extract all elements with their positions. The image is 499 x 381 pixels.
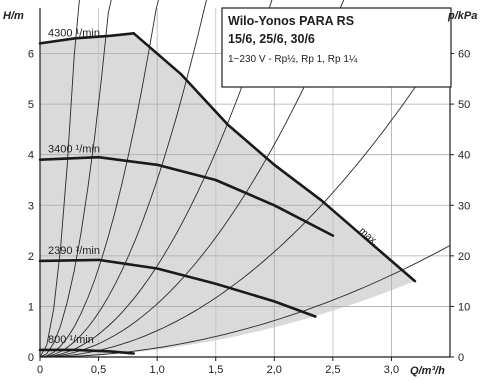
x-tick-label: 1,0: [149, 364, 164, 376]
y-tick-label: 1: [28, 301, 34, 313]
system-curve-line: [39, 0, 273, 358]
pump-curves: [38, 31, 417, 355]
series-line: [38, 348, 135, 355]
x-tick-label: 1,5: [208, 364, 223, 376]
title-box: Wilo-Yonos PARA RS 15/6, 25/6, 30/6 1~23…: [221, 7, 452, 88]
y-tick-label: 6: [28, 49, 34, 61]
y2-tick-label: 50: [458, 99, 470, 111]
x-tick-label: 0: [37, 364, 43, 376]
series-line: [132, 31, 417, 283]
system-curve-line: [39, 0, 112, 358]
x-tick-label: 0,5: [91, 364, 106, 376]
y-tick-label: 0: [28, 352, 34, 364]
system-curve-line: [39, 0, 345, 358]
speed-curve-label: 3400 ¹/min: [48, 144, 100, 156]
system-curve-line: [40, 245, 451, 358]
chart-note: 1~230 V - Rp½, Rp 1, Rp 1¼: [228, 53, 358, 65]
chart-title: Wilo-Yonos PARA RS: [228, 14, 354, 28]
series-line: [38, 155, 335, 237]
speed-curve-label: 800 ¹/min: [48, 334, 94, 346]
y-tick-label: 3: [28, 200, 34, 212]
chart-subtitle: 15/6, 25/6, 30/6: [228, 32, 315, 46]
speed-curve-label: 4300 ¹/min: [48, 27, 100, 39]
x-tick-label: 2,5: [325, 364, 340, 376]
x-tick-label: 2,0: [267, 364, 282, 376]
y2-tick-label: 40: [458, 150, 470, 162]
operating-range-shading: [40, 33, 415, 358]
system-curve-line: [39, 0, 80, 358]
operating-range-area: [40, 33, 415, 358]
speed-curve-label: 2390 ¹/min: [48, 245, 100, 257]
series-line: [38, 31, 135, 45]
y-axis-label: H/m: [3, 10, 24, 22]
y2-tick-label: 0: [458, 352, 464, 364]
system-curve-line: [39, 34, 451, 358]
x-tick-label: 3,0: [384, 364, 399, 376]
title-box-frame: [221, 7, 452, 88]
x-axis-label: Q/m³/h: [410, 365, 445, 377]
y-tick-label: 4: [28, 150, 34, 162]
y2-tick-label: 60: [458, 49, 470, 61]
y-tick-label: 2: [28, 251, 34, 263]
y2-tick-label: 20: [458, 251, 470, 263]
y2-tick-label: 10: [458, 301, 470, 313]
series-line: [38, 258, 317, 318]
y2-axis-label: p/kPa: [447, 10, 477, 22]
y-tick-label: 5: [28, 99, 34, 111]
y2-tick-label: 30: [458, 200, 470, 212]
grid: [39, 8, 450, 358]
